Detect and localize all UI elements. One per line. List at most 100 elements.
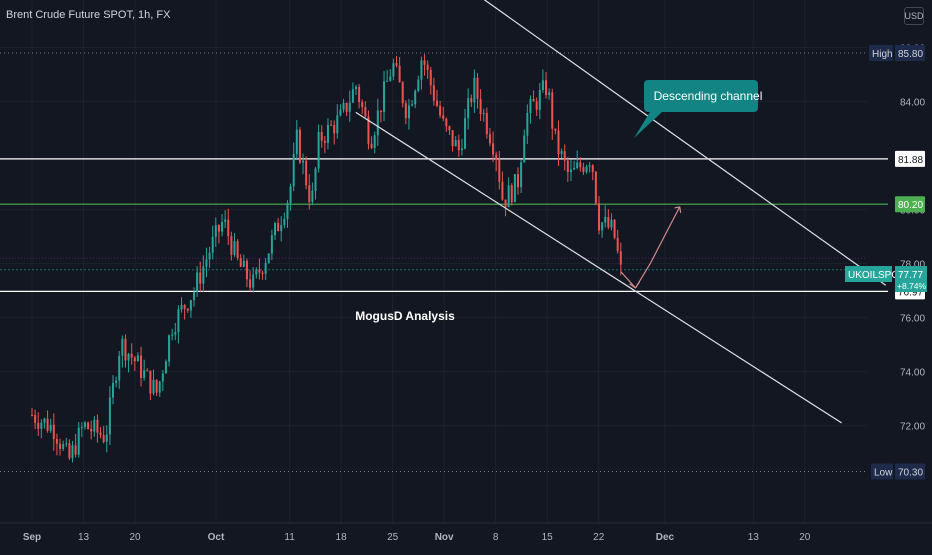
candle (186, 307, 189, 313)
candle (305, 156, 308, 190)
x-tick-label: 11 (284, 532, 295, 543)
candle (317, 124, 320, 173)
candle (476, 73, 479, 109)
x-tick-label: 25 (387, 532, 399, 543)
candle (398, 57, 401, 83)
candle (563, 144, 566, 171)
candle (65, 437, 68, 447)
projection-up-arrow[interactable] (649, 206, 681, 264)
x-tick-label: Nov (435, 532, 454, 543)
candle (479, 89, 482, 121)
candle (255, 267, 258, 279)
candle (526, 104, 529, 145)
change-value: +8.74% (897, 281, 927, 291)
candle (379, 110, 382, 123)
candle (171, 328, 174, 341)
candle (323, 136, 326, 153)
candle (389, 69, 392, 82)
candle (395, 55, 398, 68)
projection-bounce (635, 263, 651, 289)
candle (588, 162, 591, 173)
candle (604, 205, 607, 228)
callout-text: Descending channel (654, 89, 763, 103)
candle (130, 343, 133, 365)
x-tick-label: Oct (208, 532, 225, 543)
candle (202, 255, 205, 292)
chart-title: Brent Crude Future SPOT, 1h, FX (6, 9, 171, 21)
candle (93, 415, 96, 437)
candle (467, 88, 470, 130)
svg-text:Low: Low (874, 468, 893, 479)
candle (37, 412, 40, 437)
candle (261, 270, 264, 280)
candle (289, 183, 292, 211)
candle (320, 125, 323, 148)
candle (230, 231, 233, 261)
x-tick-label: 13 (748, 532, 760, 543)
candle (607, 209, 610, 230)
y-tick-label: 72.00 (900, 422, 925, 433)
channel-upper-line[interactable] (407, 0, 887, 286)
candle (143, 359, 146, 381)
projection-down-arrow[interactable] (620, 271, 636, 289)
candle (566, 156, 569, 182)
candle (127, 352, 130, 373)
channel-callout[interactable]: Descending channel (634, 80, 762, 138)
candle (221, 214, 224, 237)
high-label-badge: High (869, 45, 893, 61)
candle (189, 299, 192, 318)
candle (136, 352, 139, 362)
candle (613, 218, 616, 240)
candle (83, 420, 86, 430)
candle (532, 90, 535, 102)
candle (386, 69, 389, 82)
y-tick-label: 76.00 (900, 314, 925, 325)
candle (482, 108, 485, 122)
candle (492, 131, 495, 163)
candle (52, 413, 55, 451)
candle (146, 368, 149, 372)
candle (432, 77, 435, 106)
candle (74, 433, 77, 458)
candle (115, 376, 118, 388)
candle (554, 128, 557, 135)
candle (239, 254, 242, 268)
candle (277, 218, 280, 232)
candle (292, 142, 295, 192)
candle (569, 159, 572, 182)
candle (196, 266, 199, 297)
arrowhead-icon (674, 206, 682, 213)
svg-text:76.97: 76.97 (898, 287, 923, 298)
candle (364, 101, 367, 118)
candle (460, 139, 463, 156)
candle (177, 305, 180, 344)
candle (295, 119, 298, 160)
candle (330, 120, 333, 127)
candle (545, 72, 548, 99)
channel-lower-line[interactable] (355, 111, 842, 424)
candle (208, 246, 211, 268)
candle (236, 239, 239, 261)
symbol-label: UKOILSPOT (848, 270, 905, 281)
candle (401, 80, 404, 108)
candle (264, 258, 267, 281)
candle (55, 433, 58, 456)
candle (470, 94, 473, 107)
currency-button[interactable]: USD (904, 7, 924, 25)
y-tick-label: 74.00 (900, 368, 925, 379)
candle (314, 166, 317, 200)
candle (133, 356, 136, 371)
candle (217, 224, 220, 244)
candle (376, 98, 379, 146)
candle (140, 346, 143, 387)
candle (501, 171, 504, 201)
candle (71, 440, 74, 463)
candle (199, 261, 202, 292)
x-tick-label: 13 (78, 532, 90, 543)
x-tick-label: 15 (542, 532, 554, 543)
candle (495, 151, 498, 172)
candle (454, 136, 457, 147)
author-label: MogusD Analysis (355, 309, 455, 323)
x-tick-label: 20 (799, 532, 811, 543)
